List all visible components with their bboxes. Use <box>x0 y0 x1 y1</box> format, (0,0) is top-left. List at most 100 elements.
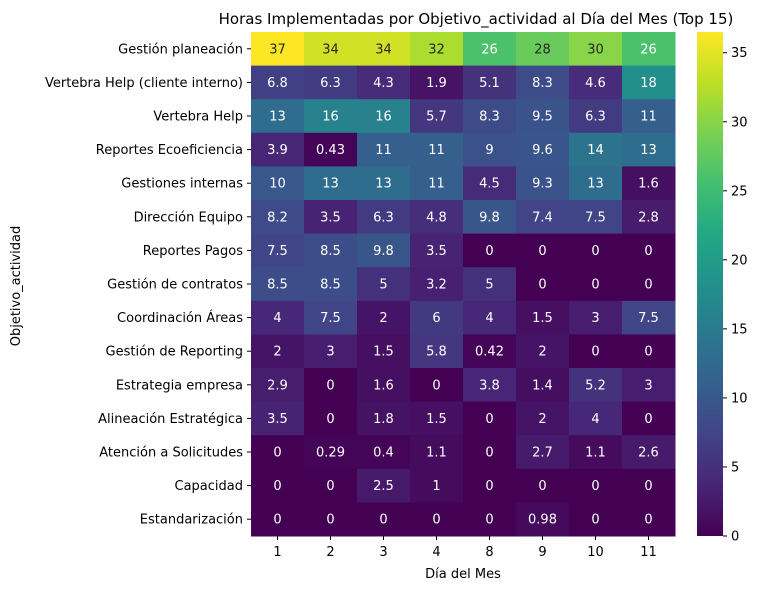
heatmap-cell <box>304 267 358 302</box>
cell-label: 0 <box>591 479 599 494</box>
heatmap-cell <box>251 334 305 369</box>
cell-label: 3.5 <box>426 244 447 259</box>
y-tick-label: Gestión de contratos <box>107 278 243 293</box>
heatmap-cell <box>516 267 570 302</box>
heatmap-cell <box>357 502 411 537</box>
cell-label: 32 <box>428 42 445 57</box>
cell-label: 0 <box>432 378 440 393</box>
heatmap-cell <box>463 32 517 67</box>
cell-label: 4 <box>485 311 493 326</box>
heatmap-cell <box>251 200 305 235</box>
cell-label: 1.6 <box>373 378 394 393</box>
heatmap-cell <box>410 300 464 335</box>
heatmap-cell <box>622 502 676 537</box>
cell-label: 0 <box>538 278 546 293</box>
cell-label: 6.3 <box>585 110 606 125</box>
cell-label: 13 <box>640 143 657 158</box>
cell-label: 2.6 <box>638 446 659 461</box>
heatmap-cell <box>357 132 411 167</box>
heatmap-cell <box>516 200 570 235</box>
heatmap-cell <box>516 502 570 537</box>
heatmap-cell <box>516 401 570 436</box>
heatmap-cell <box>304 368 358 403</box>
heatmap-cell <box>463 166 517 201</box>
heatmap-cell <box>410 200 464 235</box>
cell-label: 11 <box>640 110 657 125</box>
y-tick-label: Gestión de Reporting <box>106 345 243 360</box>
y-tick-label: Vertebra Help <box>153 110 243 125</box>
heatmap-cell <box>516 468 570 503</box>
colorbar-tick-label: 35 <box>731 46 748 61</box>
x-tick-label: 1 <box>273 545 281 560</box>
y-tick-label: Estandarización <box>140 513 243 528</box>
heatmap-cell <box>357 368 411 403</box>
y-tick-label: Reportes Pagos <box>143 244 243 259</box>
heatmap-cell <box>463 368 517 403</box>
heatmap-cell <box>622 267 676 302</box>
x-tick-label: 9 <box>538 545 546 560</box>
cell-label: 5.8 <box>426 345 447 360</box>
heatmap-cell <box>516 233 570 268</box>
heatmap-cell <box>569 166 623 201</box>
heatmap-cell <box>304 166 358 201</box>
cell-label: 0.29 <box>316 446 345 461</box>
heatmap-cell <box>569 468 623 503</box>
cell-label: 5.7 <box>426 110 447 125</box>
heatmap-cell <box>251 401 305 436</box>
heatmap-cell <box>569 368 623 403</box>
heatmap-cell <box>410 99 464 134</box>
heatmap-cell <box>410 32 464 67</box>
cell-label: 4 <box>273 311 281 326</box>
cell-label: 2.8 <box>638 210 659 225</box>
cell-label: 8.5 <box>320 244 341 259</box>
cell-label: 1 <box>432 479 440 494</box>
cell-label: 0 <box>644 479 652 494</box>
cell-label: 13 <box>269 110 286 125</box>
heatmap-cell <box>251 32 305 67</box>
cell-label: 0 <box>485 244 493 259</box>
cell-label: 28 <box>534 42 551 57</box>
cell-label: 2 <box>273 345 281 360</box>
cell-label: 4.6 <box>585 76 606 91</box>
x-axis-label: Día del Mes <box>425 567 501 582</box>
heatmap-cell <box>251 502 305 537</box>
heatmap-cell <box>410 401 464 436</box>
cell-label: 0 <box>538 479 546 494</box>
x-tick-label: 11 <box>640 545 657 560</box>
heatmap-cell <box>463 99 517 134</box>
heatmap-cell <box>304 99 358 134</box>
heatmap-cell <box>251 435 305 470</box>
heatmap-cell <box>569 401 623 436</box>
heatmap-cell <box>622 300 676 335</box>
heatmap-cell <box>251 300 305 335</box>
cell-label: 9.8 <box>373 244 394 259</box>
heatmap-cell <box>463 132 517 167</box>
heatmap-cell <box>357 300 411 335</box>
heatmap-cell <box>622 99 676 134</box>
cell-label: 9.8 <box>479 210 500 225</box>
cell-label: 4 <box>591 412 599 427</box>
heatmap-cell <box>622 32 676 67</box>
heatmap-cell <box>357 200 411 235</box>
cell-label: 4.3 <box>373 76 394 91</box>
heatmap-cell <box>251 368 305 403</box>
cell-label: 0 <box>273 479 281 494</box>
cell-label: 7.5 <box>320 311 341 326</box>
cell-label: 1.8 <box>373 412 394 427</box>
cell-label: 10 <box>269 177 286 192</box>
heatmap-cell <box>516 32 570 67</box>
heatmap-cell <box>251 132 305 167</box>
cell-label: 5 <box>379 278 387 293</box>
heatmap-cell <box>251 65 305 100</box>
heatmap-cell <box>463 401 517 436</box>
heatmap-cell <box>463 267 517 302</box>
heatmap-cell <box>622 200 676 235</box>
cell-label: 0 <box>591 278 599 293</box>
heatmap-cell <box>304 200 358 235</box>
cell-label: 0 <box>644 345 652 360</box>
heatmap-cell <box>516 166 570 201</box>
heatmap-cell <box>569 435 623 470</box>
y-axis-ticks: Gestión planeación Vertebra Help (cliente… <box>45 42 251 528</box>
cell-label: 0 <box>485 513 493 528</box>
cell-label: 0 <box>644 244 652 259</box>
